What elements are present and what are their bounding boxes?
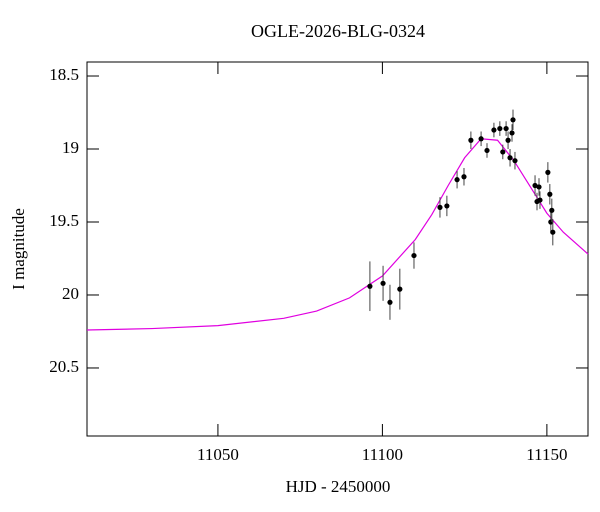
model-curve <box>86 138 589 331</box>
data-point <box>505 137 511 143</box>
data-point <box>497 125 503 132</box>
data-point <box>503 125 509 132</box>
data-point <box>545 169 551 175</box>
y-tick-label: 18.5 <box>49 65 79 84</box>
data-point <box>387 299 393 305</box>
data-point <box>510 117 516 123</box>
data-point <box>478 136 484 142</box>
data-point <box>397 286 403 292</box>
data-point <box>537 197 543 203</box>
x-tick-label: 11150 <box>526 445 567 464</box>
data-point <box>549 207 555 213</box>
data-point <box>491 127 497 133</box>
data-point <box>509 130 515 136</box>
data-point <box>367 283 373 289</box>
data-point <box>512 158 518 164</box>
data-point <box>484 147 490 154</box>
data-point <box>461 174 467 180</box>
data-point <box>468 137 474 143</box>
x-tick-label: 11050 <box>197 445 239 464</box>
data-point <box>507 155 513 161</box>
data-point <box>454 177 460 183</box>
data-point <box>547 191 553 197</box>
data-point <box>380 280 386 286</box>
data-point <box>532 182 538 189</box>
plot-frame <box>86 61 589 437</box>
y-tick-label: 19.5 <box>49 211 79 230</box>
chart-title: OGLE-2026-BLG-0324 <box>251 21 425 41</box>
data-point <box>500 149 506 155</box>
x-axis-label: HJD - 2450000 <box>286 477 391 496</box>
data-point <box>411 252 417 259</box>
data-point <box>536 184 542 190</box>
y-tick-label: 20 <box>62 284 79 303</box>
y-tick-label: 19 <box>62 138 79 157</box>
data-point <box>444 203 450 209</box>
y-axis-label: I magnitude <box>9 208 28 290</box>
y-tick-label: 20.5 <box>49 357 79 376</box>
x-tick-label: 11100 <box>362 445 403 464</box>
data-point <box>550 229 556 235</box>
data-point <box>437 204 443 210</box>
